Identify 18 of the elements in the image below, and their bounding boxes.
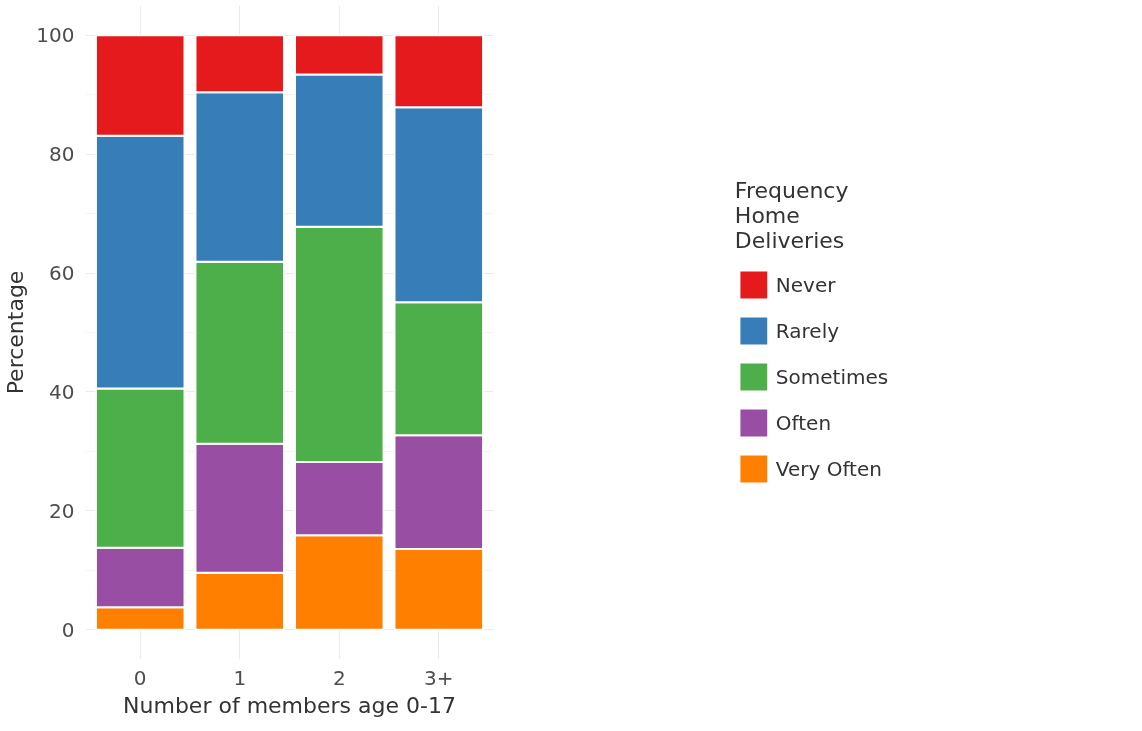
legend-label: Rarely: [775, 318, 840, 343]
x-tick-label: 3+: [424, 665, 454, 690]
x-tick-label: 2: [332, 665, 346, 690]
y-tick-label: 60: [49, 261, 75, 286]
legend-label: Often: [775, 410, 832, 435]
y-axis-title: Percentage: [3, 270, 29, 395]
legend-label: Very Often: [775, 456, 882, 481]
legend-title: Frequency Home Deliveries: [734, 177, 850, 253]
y-tick-label: 80: [49, 142, 75, 167]
legend-label: Sometimes: [775, 364, 889, 389]
y-tick-label: 100: [36, 23, 75, 48]
y-tick-label: 40: [49, 379, 75, 404]
x-axis-title: Number of members age 0-17: [123, 692, 456, 718]
x-tick-label: 0: [133, 665, 147, 690]
legend-label: Never: [775, 272, 836, 297]
y-tick-label: 0: [61, 617, 75, 642]
y-tick-label: 20: [49, 498, 75, 523]
x-tick-label: 1: [233, 665, 247, 690]
